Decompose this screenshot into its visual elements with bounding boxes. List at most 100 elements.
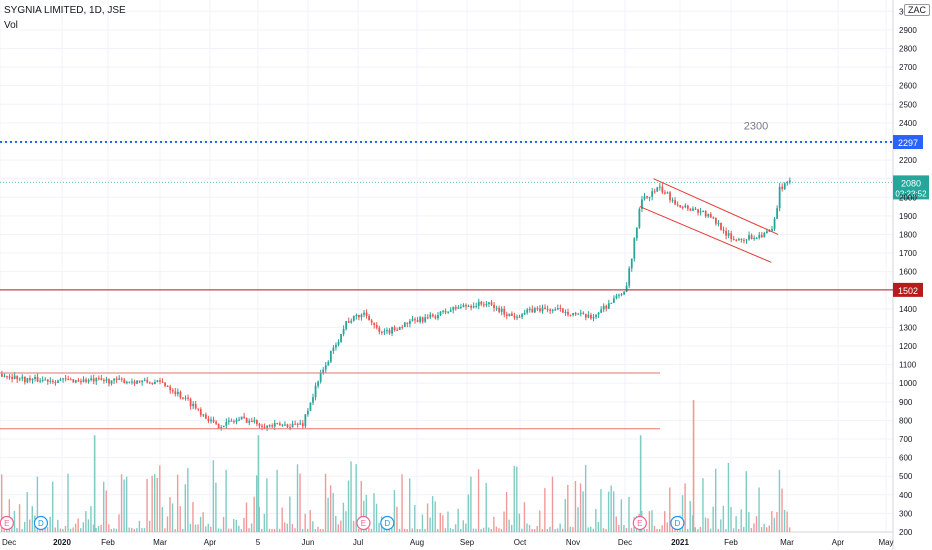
candle-body <box>64 378 67 380</box>
volume-bar <box>549 526 551 532</box>
trend-line[interactable] <box>653 178 779 235</box>
candle-body <box>414 319 416 321</box>
candle-body <box>539 308 541 312</box>
volume-spike <box>639 435 642 532</box>
volume-bar <box>220 528 222 532</box>
trend-line[interactable] <box>639 206 772 263</box>
dividend-marker-icon[interactable]: D <box>380 515 395 531</box>
volume-bar <box>350 461 352 532</box>
volume-bar <box>452 528 454 532</box>
volume-bar <box>429 517 431 532</box>
candle-body <box>541 307 544 312</box>
volume-bar <box>309 510 311 532</box>
volume-bar <box>531 528 533 532</box>
candle-body <box>154 381 156 385</box>
volume-bar <box>500 528 503 532</box>
volume-bar <box>314 528 317 532</box>
current-price-label: 2080 <box>901 178 921 188</box>
currency-badge[interactable]: ZAC <box>904 4 930 16</box>
candle-body <box>18 378 21 380</box>
candle-body <box>546 308 549 310</box>
volume-bar <box>449 528 452 532</box>
candle-body <box>337 342 340 345</box>
candle-body <box>360 314 363 318</box>
candle-body <box>289 427 291 429</box>
volume-bar <box>610 485 612 532</box>
volume-bar <box>301 528 304 532</box>
candle-body <box>531 308 534 313</box>
dividend-marker-icon[interactable]: D <box>670 515 685 531</box>
volume-bar <box>786 511 788 532</box>
candle-body <box>699 211 702 213</box>
volume-bar <box>176 474 179 532</box>
volume-bar <box>431 496 434 532</box>
x-tick-label: Aug <box>410 538 424 547</box>
volume-bar <box>164 528 166 532</box>
volume-bar <box>284 522 286 532</box>
volume-bar <box>189 523 192 532</box>
candle-body <box>444 310 447 313</box>
volume-bar <box>750 528 753 532</box>
candle-body <box>437 315 439 319</box>
candle-body <box>745 239 748 241</box>
candle-body <box>656 187 659 192</box>
candle-body <box>722 229 725 231</box>
volume-bar <box>518 513 521 532</box>
candle-body <box>750 235 753 239</box>
volume-bar <box>426 503 429 532</box>
candle-body <box>166 385 169 387</box>
volume-bar <box>268 528 271 532</box>
event-marker-letter: E <box>637 519 642 528</box>
candle-body <box>773 218 776 230</box>
dividend-marker-icon[interactable]: D <box>33 515 49 531</box>
candle-body <box>704 210 707 217</box>
volume-bar <box>681 495 684 532</box>
volume-bar <box>490 528 492 532</box>
volume-indicator-label[interactable]: Vol <box>4 20 18 31</box>
volume-bar <box>69 528 72 532</box>
candle-body <box>179 391 182 398</box>
volume-bar <box>511 524 513 532</box>
volume-bar <box>475 528 477 532</box>
candle-body <box>442 310 444 312</box>
candle-body <box>148 382 151 384</box>
volume-bar <box>253 496 255 532</box>
volume-bar <box>503 511 505 532</box>
volume-bar <box>720 519 722 532</box>
candle-body <box>151 382 154 385</box>
candle-body <box>740 238 743 240</box>
candle-body <box>607 303 610 309</box>
volume-bar <box>748 512 750 532</box>
volume-bar <box>743 526 745 532</box>
volume-bar <box>388 528 390 532</box>
volume-bar <box>161 507 164 532</box>
candle-body <box>105 379 108 381</box>
candle-body <box>41 380 44 382</box>
candle-body <box>110 380 113 384</box>
earnings-marker-icon[interactable]: E <box>0 515 14 531</box>
volume-bar <box>403 528 406 532</box>
volume-bar <box>597 521 600 532</box>
earnings-marker-icon[interactable]: E <box>632 515 647 531</box>
y-tick-label: 700 <box>899 435 913 444</box>
candle-body <box>210 419 212 422</box>
volume-bar <box>480 528 482 532</box>
volume-bar <box>602 528 605 532</box>
volume-bar <box>383 527 385 532</box>
volume-bar <box>54 527 56 532</box>
volume-bar <box>778 469 781 532</box>
candle-body <box>490 302 493 305</box>
volume-bar <box>541 528 543 532</box>
volume-bar <box>472 528 475 532</box>
candle-body <box>44 379 47 381</box>
candle-body <box>679 205 682 208</box>
earnings-marker-icon[interactable]: E <box>356 515 371 531</box>
candle-body <box>477 301 480 307</box>
candle-body <box>184 397 187 399</box>
volume-bar <box>286 523 288 532</box>
y-tick-label: 1100 <box>899 361 917 370</box>
volume-bar <box>411 528 413 532</box>
candle-body <box>686 205 689 209</box>
volume-bar <box>256 475 258 532</box>
